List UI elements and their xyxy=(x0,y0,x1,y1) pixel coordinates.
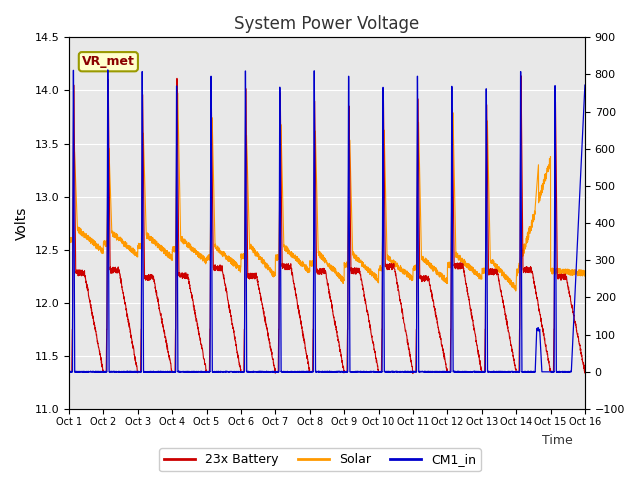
Legend: 23x Battery, Solar, CM1_in: 23x Battery, Solar, CM1_in xyxy=(159,448,481,471)
Text: VR_met: VR_met xyxy=(82,55,135,68)
Text: Time: Time xyxy=(542,434,573,447)
Y-axis label: Volts: Volts xyxy=(15,206,29,240)
Title: System Power Voltage: System Power Voltage xyxy=(234,15,420,33)
